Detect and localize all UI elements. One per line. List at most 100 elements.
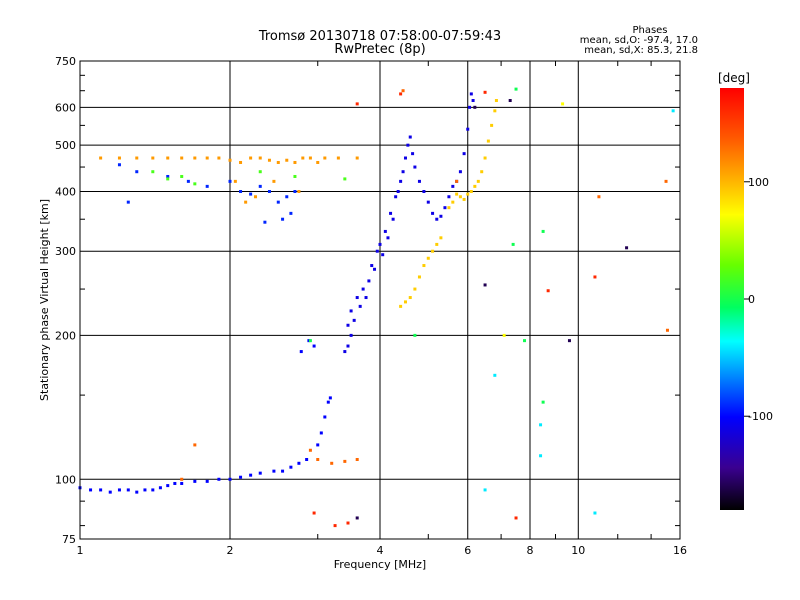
y-tick-label: 500 bbox=[55, 139, 76, 152]
x-tick-label: 10 bbox=[571, 544, 585, 557]
data-point bbox=[625, 246, 629, 250]
data-point bbox=[383, 229, 387, 233]
data-point bbox=[323, 156, 327, 160]
stats-heading: Phases bbox=[632, 25, 667, 36]
data-point bbox=[665, 328, 669, 332]
data-point bbox=[483, 156, 487, 160]
data-point bbox=[319, 431, 323, 435]
colorbar bbox=[720, 88, 744, 510]
data-point bbox=[285, 158, 289, 162]
data-point bbox=[413, 287, 417, 291]
data-point bbox=[316, 160, 320, 164]
data-point bbox=[664, 179, 668, 183]
data-point bbox=[166, 484, 170, 488]
data-point bbox=[401, 170, 405, 174]
data-point bbox=[431, 249, 435, 253]
data-point bbox=[289, 211, 293, 215]
data-point bbox=[435, 217, 439, 221]
data-point bbox=[401, 89, 405, 93]
data-point bbox=[349, 333, 353, 337]
data-point bbox=[396, 189, 400, 193]
data-point bbox=[514, 516, 518, 520]
data-point bbox=[89, 488, 93, 492]
data-point bbox=[244, 200, 248, 204]
data-point bbox=[285, 195, 289, 199]
data-point bbox=[281, 217, 285, 221]
data-point bbox=[671, 109, 675, 113]
data-point bbox=[399, 179, 403, 183]
data-point bbox=[355, 156, 359, 160]
data-point bbox=[297, 461, 301, 465]
data-point bbox=[333, 524, 337, 528]
data-point bbox=[426, 256, 430, 260]
data-point bbox=[205, 184, 209, 188]
data-point bbox=[483, 90, 487, 94]
data-point bbox=[276, 200, 280, 204]
y-axis-label: Stationary phase Virtual Height [km] bbox=[38, 199, 51, 401]
data-point bbox=[483, 283, 487, 287]
data-point bbox=[494, 99, 498, 103]
data-point bbox=[299, 350, 303, 354]
data-point bbox=[349, 309, 353, 313]
data-point bbox=[151, 156, 155, 160]
data-point bbox=[370, 264, 374, 268]
data-point bbox=[217, 477, 221, 481]
data-point bbox=[228, 477, 232, 481]
data-point bbox=[258, 184, 262, 188]
data-point bbox=[378, 242, 382, 246]
data-point bbox=[364, 296, 368, 300]
data-point bbox=[249, 192, 253, 196]
data-point bbox=[439, 236, 443, 240]
data-point bbox=[469, 92, 473, 96]
data-point bbox=[546, 289, 550, 293]
data-point bbox=[346, 323, 350, 327]
y-tick-label: 100 bbox=[55, 473, 76, 486]
data-point bbox=[539, 423, 543, 427]
data-point bbox=[451, 184, 455, 188]
data-point bbox=[289, 465, 293, 469]
colorbar-label: [deg] bbox=[718, 71, 750, 85]
data-point bbox=[305, 457, 309, 461]
data-point bbox=[297, 189, 301, 193]
data-point bbox=[135, 490, 139, 494]
data-point bbox=[462, 197, 466, 201]
grid bbox=[80, 61, 680, 539]
data-point bbox=[151, 170, 155, 174]
x-tick-label: 6 bbox=[464, 544, 471, 557]
data-point bbox=[180, 481, 184, 485]
data-point bbox=[458, 170, 462, 174]
data-point bbox=[593, 275, 597, 279]
data-point bbox=[267, 158, 271, 162]
data-point bbox=[486, 139, 490, 143]
data-point bbox=[493, 109, 497, 113]
data-point bbox=[158, 486, 162, 490]
data-point bbox=[422, 189, 426, 193]
data-point bbox=[361, 287, 365, 291]
data-point bbox=[471, 99, 475, 103]
data-point bbox=[117, 163, 121, 167]
data-point bbox=[258, 170, 262, 174]
data-point bbox=[336, 156, 340, 160]
data-point bbox=[180, 156, 184, 160]
data-point bbox=[205, 479, 209, 483]
data-point bbox=[316, 443, 320, 447]
data-point bbox=[343, 177, 347, 181]
y-tick-label: 750 bbox=[55, 55, 76, 68]
data-point bbox=[458, 195, 462, 199]
data-point bbox=[358, 304, 362, 308]
data-point bbox=[135, 156, 139, 160]
data-point bbox=[469, 189, 473, 193]
stats-line-x: mean, sd,X: 85.3, 21.8 bbox=[584, 45, 698, 56]
data-point bbox=[386, 236, 390, 240]
data-point bbox=[272, 179, 276, 183]
data-point bbox=[439, 214, 443, 218]
data-point bbox=[343, 459, 347, 463]
data-point bbox=[328, 396, 332, 400]
data-point bbox=[375, 249, 379, 253]
data-point bbox=[447, 206, 451, 210]
data-point bbox=[391, 217, 395, 221]
data-point bbox=[173, 481, 177, 485]
data-point bbox=[293, 189, 297, 193]
data-point bbox=[455, 192, 459, 196]
